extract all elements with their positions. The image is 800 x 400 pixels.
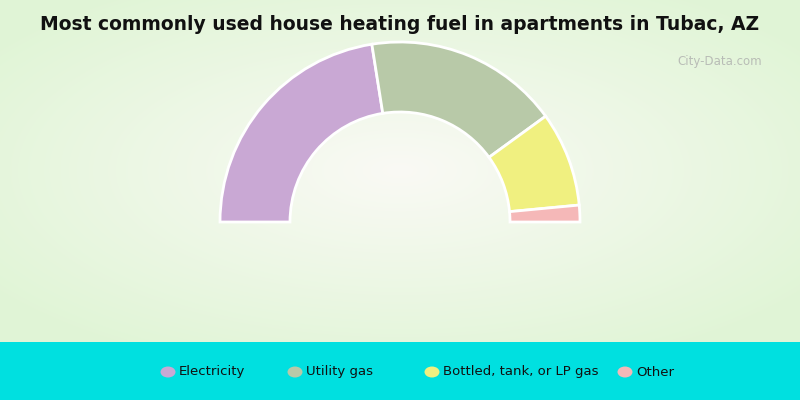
Ellipse shape xyxy=(425,366,439,378)
Text: City-Data.com: City-Data.com xyxy=(678,55,762,68)
Text: Other: Other xyxy=(636,366,674,378)
Bar xyxy=(0,342,800,400)
Ellipse shape xyxy=(618,366,633,378)
Wedge shape xyxy=(489,116,579,212)
Ellipse shape xyxy=(287,366,302,378)
Text: Utility gas: Utility gas xyxy=(306,366,373,378)
Ellipse shape xyxy=(161,366,175,378)
Text: Most commonly used house heating fuel in apartments in Tubac, AZ: Most commonly used house heating fuel in… xyxy=(41,15,759,34)
Wedge shape xyxy=(372,42,546,157)
Text: Bottled, tank, or LP gas: Bottled, tank, or LP gas xyxy=(443,366,598,378)
Text: Electricity: Electricity xyxy=(179,366,246,378)
Wedge shape xyxy=(220,44,382,222)
Wedge shape xyxy=(510,205,580,222)
